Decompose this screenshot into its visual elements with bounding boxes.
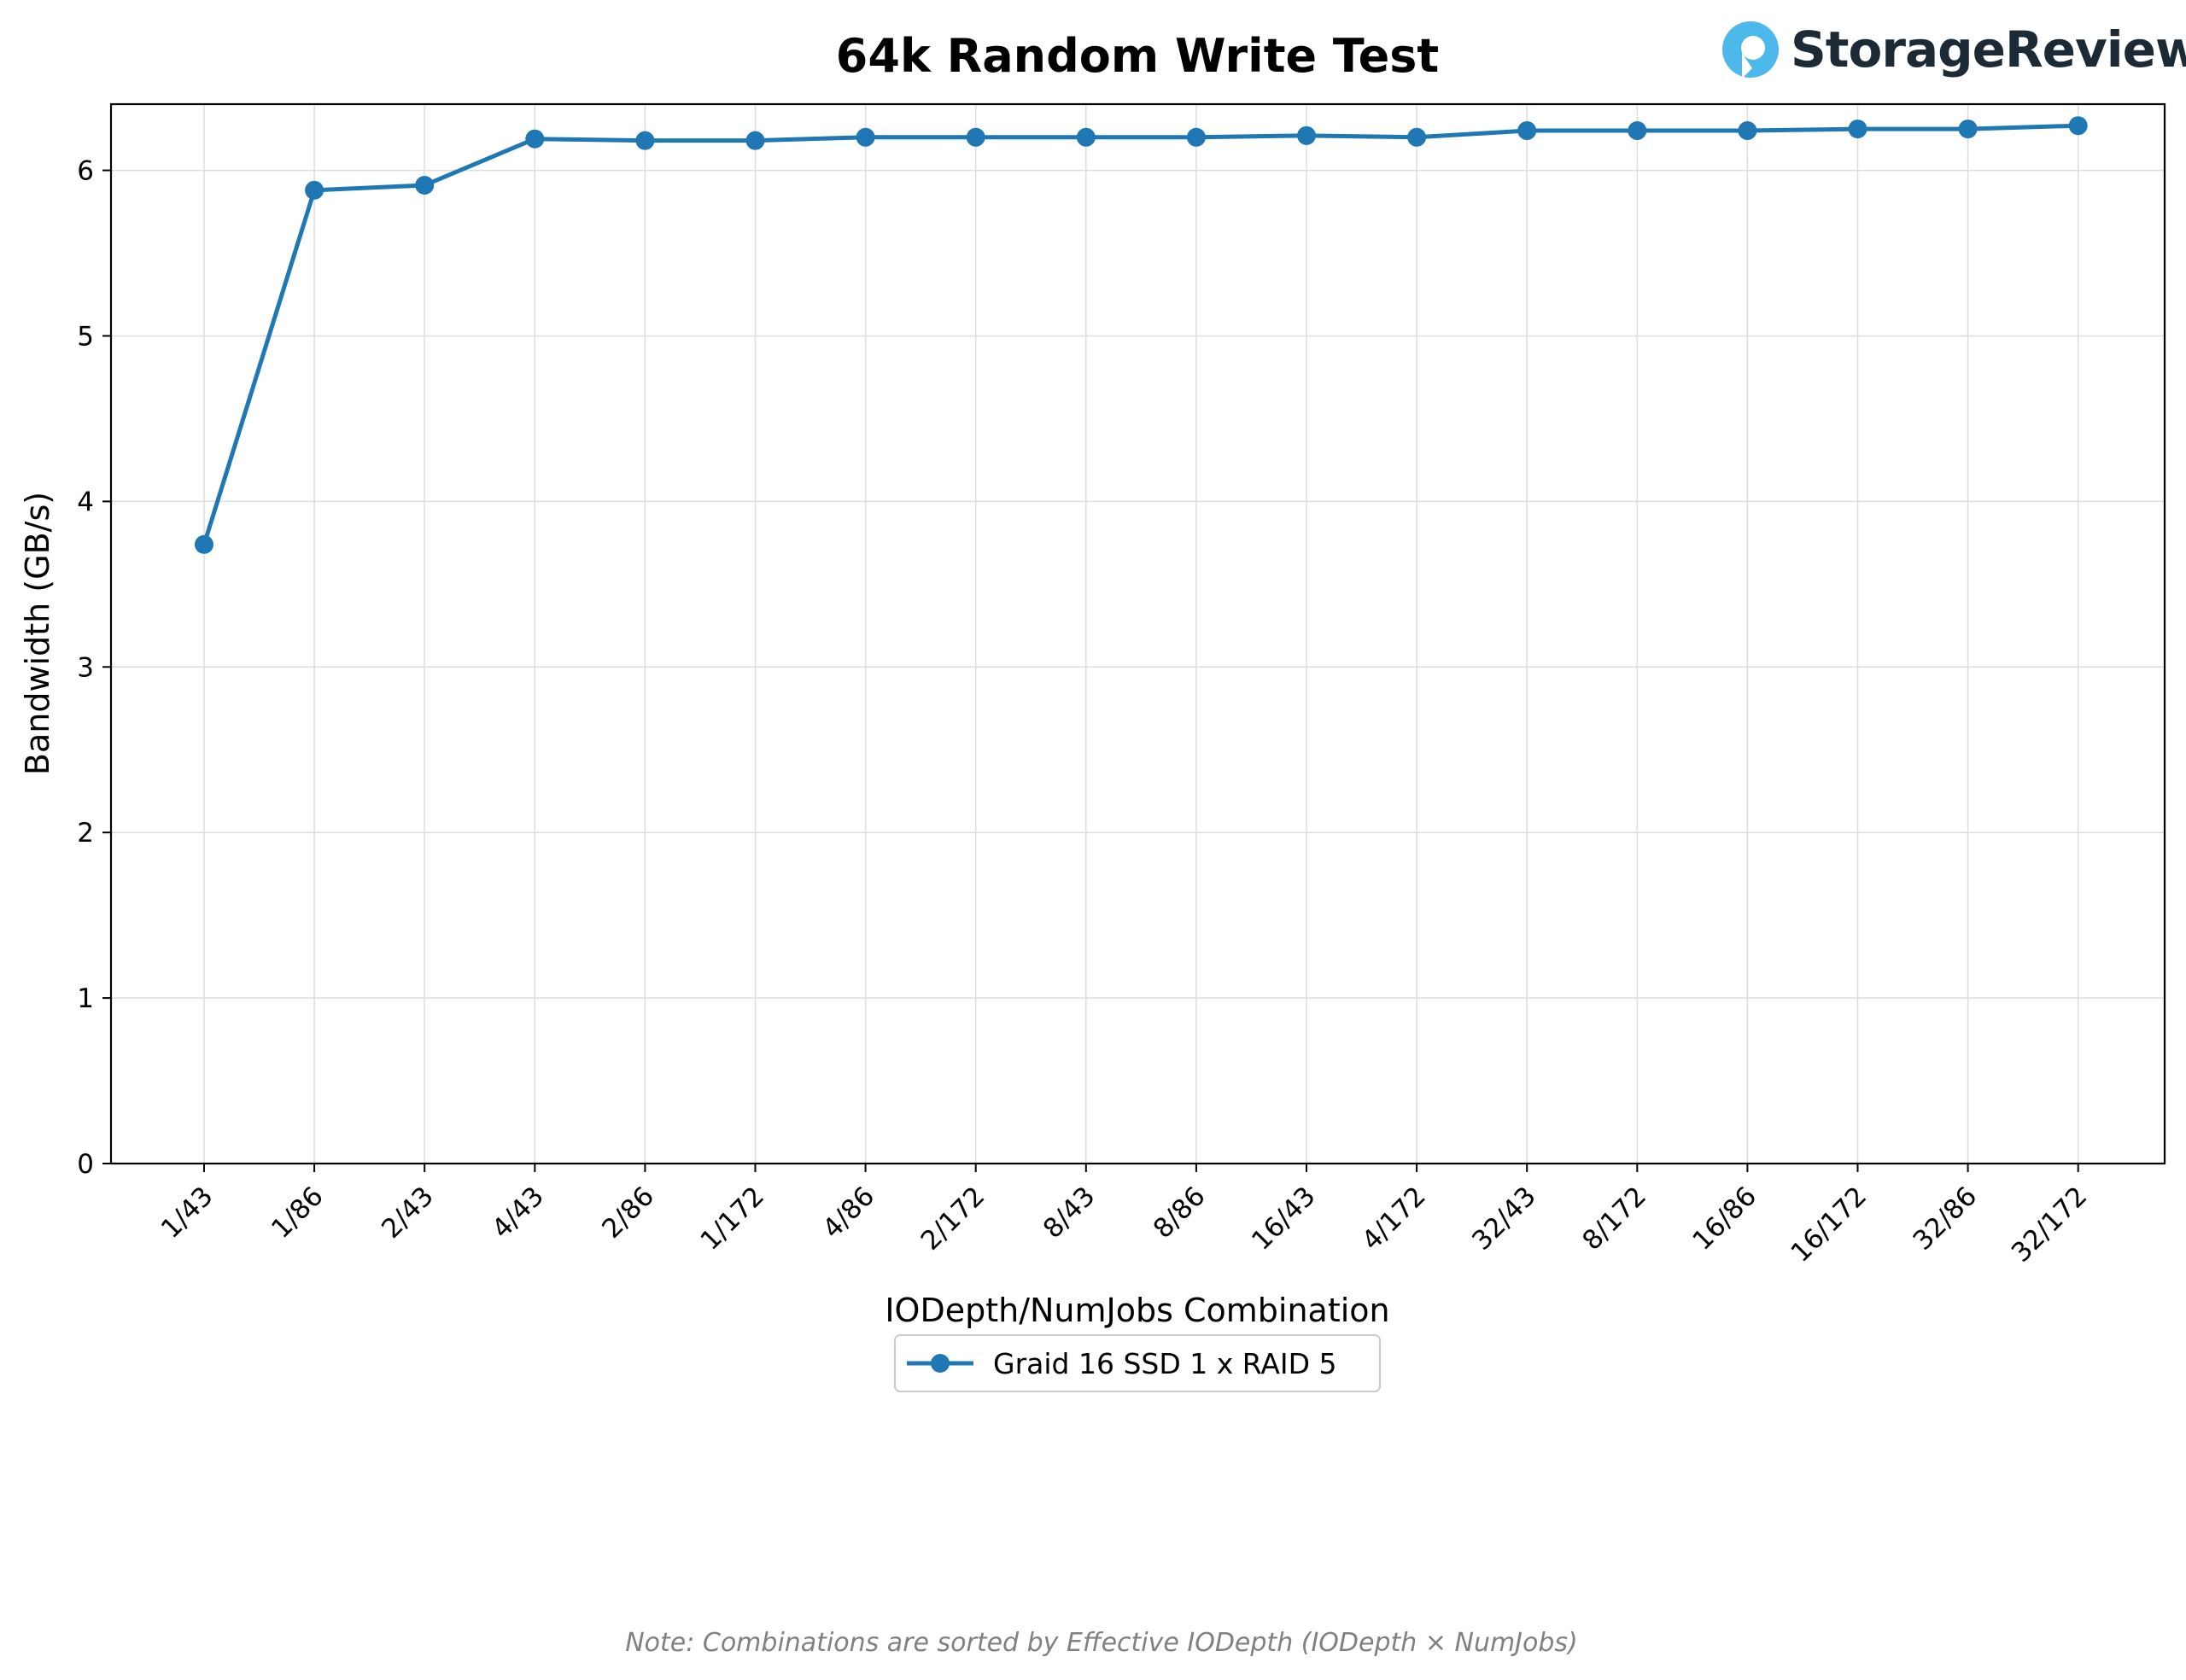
- x-tick-label: 4/172: [1356, 1181, 1432, 1257]
- data-point: [966, 127, 985, 147]
- brand-name: StorageReview: [1791, 20, 2186, 79]
- x-tick-label: 8/172: [1576, 1181, 1652, 1257]
- x-tick-label: 2/86: [596, 1181, 660, 1245]
- x-tick-label: 32/172: [2006, 1181, 2094, 1269]
- data-point: [856, 127, 875, 147]
- legend-label: Graid 16 SSD 1 x RAID 5: [993, 1347, 1337, 1380]
- data-point: [1848, 120, 1867, 139]
- data-point: [745, 131, 765, 150]
- x-axis: 1/43 1/86 2/43 4/43 2/86 1/172 4/86 2/172 8/43 8/…: [155, 1164, 2093, 1269]
- data-point: [305, 180, 324, 200]
- x-tick-label: 4/43: [486, 1181, 550, 1245]
- series-layer: [195, 116, 2088, 554]
- data-point: [635, 131, 655, 150]
- plot-area-frame: [109, 102, 2166, 1165]
- chart-title: 64k Random Write Test: [836, 29, 1439, 83]
- data-point: [1297, 125, 1316, 145]
- x-tick-label: 1/86: [266, 1181, 330, 1245]
- y-tick-label: 2: [77, 818, 94, 849]
- data-point: [1738, 121, 1757, 141]
- y-tick-label: 6: [77, 156, 94, 187]
- legend-box: [894, 1334, 1381, 1392]
- y-tick-label: 4: [77, 487, 94, 517]
- data-point: [1628, 121, 1647, 141]
- grid: [111, 104, 2165, 1164]
- x-tick-label: 2/172: [915, 1181, 991, 1257]
- brand-logo: StorageReview: [1722, 20, 2186, 79]
- x-tick-label: 1/43: [155, 1181, 219, 1245]
- storagereview-logo-icon: [1722, 21, 1779, 79]
- data-point: [2068, 116, 2088, 136]
- x-tick-label: 32/86: [1908, 1181, 1984, 1257]
- x-tick-label: 16/172: [1786, 1181, 1873, 1269]
- data-point: [1517, 121, 1537, 141]
- data-point: [415, 176, 435, 195]
- y-tick-label: 0: [77, 1149, 94, 1180]
- legend-marker-swatch: [931, 1354, 950, 1373]
- x-tick-label: 1/172: [695, 1181, 771, 1257]
- y-tick-label: 5: [77, 321, 94, 352]
- y-axis-title: Bandwidth (GB/s): [19, 492, 56, 775]
- data-point: [1076, 127, 1096, 147]
- legend: Graid 16 SSD 1 x RAID 5: [894, 1334, 1381, 1392]
- footnote: Note: Combinations are sorted by Effecti…: [625, 1628, 1578, 1658]
- y-axis: 0 1 2 3 4 5 6: [77, 156, 111, 1180]
- data-point: [525, 129, 545, 149]
- y-tick-label: 1: [77, 983, 94, 1014]
- data-point: [195, 534, 213, 554]
- x-tick-label: 4/86: [817, 1181, 881, 1245]
- data-point: [1958, 120, 1978, 139]
- x-axis-title: IODepth/NumJobs Combination: [885, 1292, 1389, 1329]
- x-tick-label: 16/43: [1246, 1181, 1322, 1257]
- data-point: [1407, 127, 1427, 147]
- x-tick-label: 16/86: [1686, 1181, 1762, 1257]
- data-point: [1186, 127, 1206, 147]
- x-tick-label: 32/43: [1466, 1181, 1542, 1257]
- x-tick-label: 8/43: [1037, 1181, 1102, 1245]
- y-tick-label: 3: [77, 652, 94, 683]
- series-line: [202, 123, 2078, 545]
- x-tick-label: 8/86: [1148, 1181, 1212, 1245]
- x-tick-label: 2/43: [376, 1181, 440, 1245]
